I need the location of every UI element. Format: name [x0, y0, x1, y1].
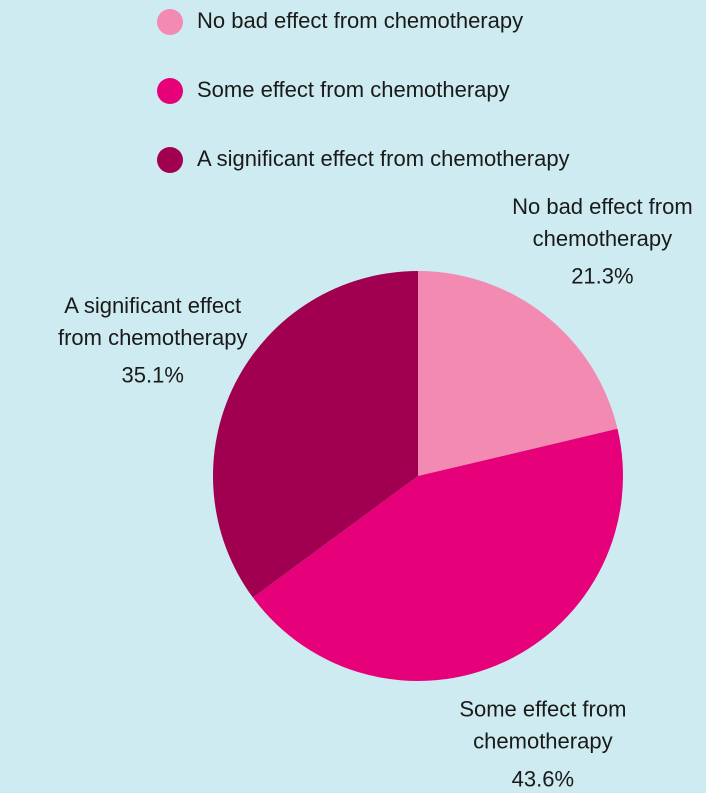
legend-swatch: [157, 147, 183, 173]
slice-value-label: 43.6%: [512, 767, 574, 792]
slice-label: A significant effect from chemotherapy: [58, 293, 248, 350]
legend-swatch: [157, 78, 183, 104]
slice-value-label: 21.3%: [571, 264, 633, 289]
pie-slice: [213, 271, 418, 598]
legend-label: No bad effect from chemotherapy: [197, 8, 523, 33]
pie-slice: [418, 271, 618, 476]
slice-label: Some effect from chemotherapy: [459, 697, 626, 754]
slice-value-label: 35.1%: [122, 363, 184, 388]
slice-label: No bad effect from chemotherapy: [512, 194, 693, 251]
legend-label: Some effect from chemotherapy: [197, 77, 510, 102]
legend-label: A significant effect from chemotherapy: [197, 146, 570, 171]
legend-swatch: [157, 9, 183, 35]
pie-slice: [252, 428, 624, 681]
